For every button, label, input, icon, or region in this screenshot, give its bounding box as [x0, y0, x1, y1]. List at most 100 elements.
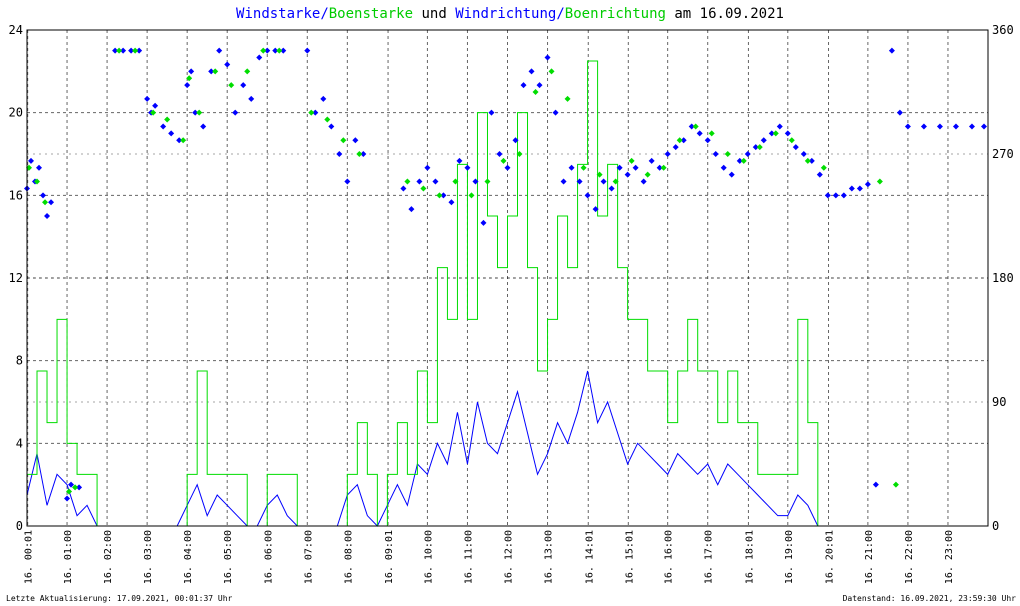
series-windrichtung-point [848, 185, 855, 192]
chart-title: Windstarke/Boenstarke und Windrichtung/B… [236, 6, 784, 22]
series-windrichtung-point [480, 219, 487, 226]
series-windrichtung-point [48, 199, 55, 206]
series-windrichtung-point [584, 192, 591, 199]
series-windrichtung-point [320, 95, 327, 102]
series-boenrichtung-point [186, 75, 193, 82]
series-windrichtung-point [464, 164, 471, 171]
series-windrichtung-point [120, 47, 127, 54]
series-windrichtung-point [472, 178, 479, 185]
series-windrichtung-point [176, 137, 183, 144]
series-windrichtung-point [208, 68, 215, 75]
series-windrichtung-point [936, 123, 943, 130]
series-windrichtung-point [304, 47, 311, 54]
series-windrichtung-point [232, 109, 239, 116]
plot-frame [26, 29, 989, 527]
series-boenrichtung-point [436, 192, 443, 199]
series-boenrichtung-point [516, 151, 523, 157]
series-boenrichtung-point [548, 68, 555, 75]
series-boenrichtung-point [116, 47, 123, 54]
series-boenrichtung-point [804, 157, 811, 164]
series-boenrichtung-point [500, 157, 507, 164]
series-windrichtung-point [776, 123, 783, 130]
series-boenrichtung-point [324, 116, 331, 123]
series-windrichtung-point [272, 47, 279, 54]
x-tick-label: 16. 19:00 [784, 530, 795, 584]
series-boenrichtung-point [260, 47, 267, 54]
series-windrichtung-point [704, 137, 711, 144]
title-gust-speed: Boenstarke [329, 6, 413, 22]
series-windrichtung-point [784, 130, 791, 137]
series-windrichtung-point [608, 185, 615, 192]
right-tick-label: 360 [992, 23, 1014, 37]
series-windrichtung-point [68, 481, 75, 488]
series-boenrichtung-point [580, 164, 587, 171]
series-windrichtung-point [672, 144, 679, 151]
series-boenrichtung-point [26, 164, 33, 171]
series-windrichtung-point [192, 109, 199, 116]
series-boenrichtung-point [468, 192, 475, 199]
series-windrichtung-point [440, 192, 447, 199]
left-tick-label: 20 [9, 106, 23, 120]
x-tick-label: 16. 04:00 [183, 530, 194, 584]
series-windrichtung-point [696, 130, 703, 137]
series-windrichtung-point [488, 109, 495, 116]
series-windrichtung-point [720, 164, 727, 171]
series-windrichtung-point [168, 130, 175, 137]
series-boenrichtung-point [228, 82, 235, 89]
series-boenrichtung-point [892, 481, 899, 488]
series-windrichtung-point [952, 123, 959, 130]
series-windrichtung-point [200, 123, 207, 130]
series-windrichtung-point [248, 95, 255, 102]
left-tick-label: 12 [9, 271, 23, 285]
grid-lines [27, 30, 988, 526]
x-tick-label: 16. 14:01 [584, 530, 595, 584]
axes: 0 4 8 12 16 20 24 0 90 180 270 360 16. 00:01 16. 01:0… [9, 23, 1014, 584]
series-windrichtung-point [512, 137, 519, 144]
x-tick-label: 16. 06:00 [263, 530, 274, 584]
series-windrichtung-point [816, 171, 823, 178]
series-boenrichtung-point [772, 130, 779, 137]
series-windrichtung-point [800, 151, 807, 157]
series-windrichtung-point [768, 130, 775, 137]
x-tick-label: 16. 15:01 [624, 530, 635, 584]
series-boenrichtung-point [196, 109, 203, 116]
series-windrichtung-point [792, 144, 799, 151]
series-boenrichtung-point [452, 178, 459, 185]
x-tick-label: 16. 00:01 [24, 530, 35, 584]
series-boenrichtung-point [820, 164, 827, 171]
series-windrichtung-point [832, 192, 839, 199]
series-windrichtung-point [240, 82, 247, 89]
x-tick-label: 16. 05:00 [223, 530, 234, 584]
series-boenrichtung-point [876, 178, 883, 185]
x-tick-label: 16. 09:01 [384, 530, 395, 584]
series-boenrichtung-point [740, 157, 747, 164]
x-tick-label: 16. 11:00 [463, 530, 474, 584]
series-windrichtung-point [536, 82, 543, 89]
series-windrichtung-point [144, 95, 151, 102]
x-tick-label: 16. 08:00 [343, 530, 354, 584]
series-boenrichtung-point [564, 95, 571, 102]
series-boenrichtung-point [42, 199, 49, 206]
footer-data-timestamp: Datenstand: 16.09.2021, 23:59:30 Uhr [843, 594, 1017, 603]
series-boenrichtung-point [612, 178, 619, 185]
right-tick-label: 90 [992, 395, 1006, 409]
x-tick-label: 16. 22:00 [904, 530, 915, 584]
series-windrichtung-point [264, 47, 271, 54]
series-windrichtung-point [824, 192, 831, 199]
series-windrichtung-point [360, 151, 367, 157]
series-windrichtung-point [36, 164, 43, 171]
series-windrichtung-point [920, 123, 927, 130]
series-boenrichtung-point [212, 68, 219, 75]
series-boenrichtung-point [404, 178, 411, 185]
series-boenrichtung-point [596, 171, 603, 178]
series-windrichtung-point [568, 164, 575, 171]
right-tick-label: 270 [992, 147, 1014, 161]
series-windrichtung-point [560, 178, 567, 185]
series-windrichtung-point [456, 157, 463, 164]
series-windrichtung-point [216, 47, 223, 54]
series-windrichtung-point [728, 171, 735, 178]
series-windrichtung-point [528, 68, 535, 75]
series-windrichtung-point [840, 192, 847, 199]
series-windrichtung-point [624, 171, 631, 178]
